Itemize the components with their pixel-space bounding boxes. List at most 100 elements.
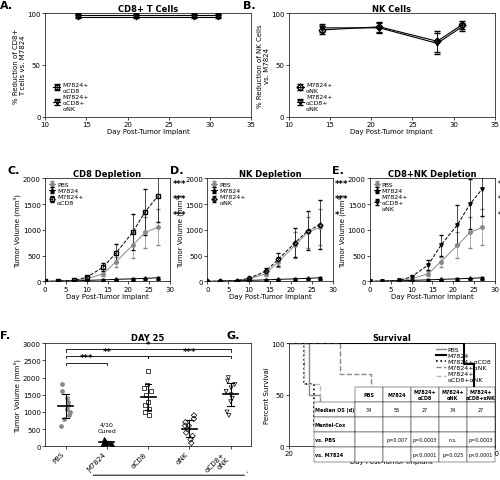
Point	[64, 401, 72, 409]
Point	[100, 438, 108, 446]
PBS	[306, 341, 312, 347]
Text: ***: ***	[335, 180, 348, 189]
Point	[186, 436, 194, 444]
Point	[66, 412, 74, 420]
Point	[62, 405, 70, 412]
M7824+
αCD8+αNK	[301, 341, 307, 347]
Text: ***: ***	[80, 354, 93, 363]
M7824	[492, 444, 498, 449]
M7824+αCD8	[301, 382, 307, 387]
Text: F.: F.	[0, 330, 10, 340]
Point	[145, 405, 153, 412]
Point	[224, 374, 232, 382]
M7824+αNK	[337, 372, 343, 377]
X-axis label: Day Post-Tumor Implant: Day Post-Tumor Implant	[391, 293, 474, 300]
M7824+αNK	[368, 402, 374, 408]
Legend: PBS, M7824, M7824+
αNK: PBS, M7824, M7824+ αNK	[210, 182, 246, 206]
M7824+αNK	[389, 423, 395, 429]
Point	[100, 437, 108, 445]
Point	[64, 398, 72, 406]
Point	[143, 381, 151, 388]
M7824+αCD8	[286, 341, 292, 347]
Title: DAY 25: DAY 25	[132, 334, 165, 343]
PBS	[327, 433, 333, 439]
Text: D.: D.	[170, 166, 183, 176]
M7824+
αCD8+αNK	[316, 423, 322, 429]
Title: Survival: Survival	[372, 334, 412, 343]
Point	[146, 412, 154, 420]
Point	[188, 432, 196, 440]
Line: M7824+αCD8: M7824+αCD8	[288, 344, 325, 446]
X-axis label: Day Post-Tumor Implant: Day Post-Tumor Implant	[66, 293, 149, 300]
X-axis label: Day Post-Tumor Implant: Day Post-Tumor Implant	[350, 458, 433, 464]
M7824+αCD8	[301, 341, 307, 347]
Line: M7824+
αCD8+αNK: M7824+ αCD8+αNK	[288, 344, 335, 446]
Point	[58, 388, 66, 396]
Point	[147, 388, 155, 396]
M7824+αNK	[337, 341, 343, 347]
Y-axis label: Tumor Volume (mm³): Tumor Volume (mm³)	[14, 193, 22, 267]
Title: NK Cells: NK Cells	[372, 5, 412, 13]
Point	[142, 391, 150, 399]
Point	[140, 384, 147, 392]
M7824+
αCD8+αNK	[301, 382, 307, 387]
Point	[223, 408, 231, 416]
Point	[101, 441, 109, 448]
Text: ***: ***	[498, 180, 500, 189]
M7824	[472, 361, 478, 367]
Point	[226, 398, 234, 406]
Title: NK Depletion: NK Depletion	[238, 169, 302, 178]
Point	[106, 439, 114, 447]
Point	[60, 415, 68, 423]
Point	[181, 422, 189, 430]
M7824	[461, 341, 467, 347]
Y-axis label: Tumor Volume (mm³): Tumor Volume (mm³)	[339, 193, 346, 267]
Point	[144, 398, 152, 406]
Y-axis label: Tumor Volume (mm³): Tumor Volume (mm³)	[176, 193, 184, 267]
Text: ***: ***	[172, 211, 186, 219]
M7824	[461, 361, 467, 367]
M7824+
αCD8+αNK	[316, 382, 322, 387]
Point	[227, 384, 235, 392]
Legend: PBS, M7824, M7824+
αCD8+
αNK: PBS, M7824, M7824+ αCD8+ αNK	[373, 182, 409, 212]
Title: CD8 Depletion: CD8 Depletion	[74, 169, 142, 178]
Point	[98, 441, 106, 448]
Point	[141, 408, 149, 416]
Line: M7824+αNK: M7824+αNK	[288, 344, 412, 446]
X-axis label: Day Post-Tumor Implant: Day Post-Tumor Implant	[107, 129, 190, 135]
Line: PBS: PBS	[288, 344, 330, 446]
Text: ***: ***	[172, 180, 186, 189]
X-axis label: Day Post-Tumor Implant: Day Post-Tumor Implant	[228, 293, 312, 300]
Point	[144, 367, 152, 375]
M7824+αNK	[410, 423, 416, 429]
Point	[66, 408, 74, 416]
Point	[108, 440, 116, 447]
Text: G.: G.	[227, 330, 240, 340]
Text: B.: B.	[244, 1, 256, 11]
M7824+αNK	[286, 341, 292, 347]
Point	[225, 412, 233, 420]
Point	[228, 395, 236, 402]
Point	[222, 388, 230, 396]
PBS	[316, 392, 322, 398]
Point	[62, 395, 70, 402]
M7824+αCD8	[312, 382, 318, 387]
Text: ***: ***	[182, 347, 196, 356]
Point	[184, 425, 192, 433]
PBS	[327, 444, 333, 449]
Point	[102, 439, 110, 446]
Point	[224, 377, 232, 385]
Text: *: *	[335, 211, 340, 219]
Legend: PBS, M7824, M7824+
αCD8: PBS, M7824, M7824+ αCD8	[48, 182, 84, 206]
M7824+αNK	[368, 372, 374, 377]
Point	[190, 412, 198, 420]
M7824	[472, 444, 478, 449]
Point	[101, 437, 109, 444]
Point	[58, 422, 66, 430]
Legend: M7824+
αNK, M7824+
αCD8+
αNK: M7824+ αNK, M7824+ αCD8+ αNK	[296, 82, 333, 112]
M7824+
αCD8+αNK	[332, 423, 338, 429]
Y-axis label: % Reduction of CD8+
T cells vs. M7824: % Reduction of CD8+ T cells vs. M7824	[13, 28, 26, 103]
Point	[103, 440, 111, 447]
Point	[185, 422, 193, 430]
PBS	[306, 392, 312, 398]
